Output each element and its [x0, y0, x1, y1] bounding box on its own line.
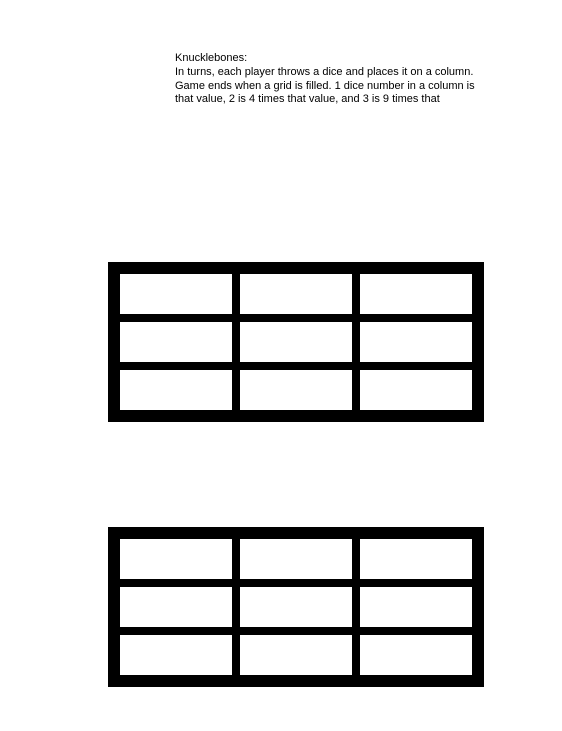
player1-grid[interactable] [108, 262, 484, 422]
rules-block: Knucklebones: In turns, each player thro… [175, 52, 475, 107]
player2-grid[interactable] [108, 527, 484, 687]
grid-cell[interactable] [236, 535, 356, 583]
grid-cell[interactable] [236, 270, 356, 318]
grid-row [116, 535, 476, 583]
grid-row [116, 270, 476, 318]
grid-cell[interactable] [116, 631, 236, 679]
grid-cell[interactable] [116, 318, 236, 366]
grid-cell[interactable] [356, 318, 476, 366]
rules-text: In turns, each player throws a dice and … [175, 66, 475, 107]
grid-cell[interactable] [356, 631, 476, 679]
grid-cell[interactable] [236, 631, 356, 679]
grid-cell[interactable] [116, 366, 236, 414]
rules-title: Knucklebones: [175, 52, 475, 66]
grid-row [116, 318, 476, 366]
grid-row [116, 366, 476, 414]
grid-cell[interactable] [116, 583, 236, 631]
grid-cell[interactable] [116, 535, 236, 583]
grid-row [116, 583, 476, 631]
grid-cell[interactable] [236, 318, 356, 366]
grid-cell[interactable] [356, 583, 476, 631]
grid-cell[interactable] [236, 583, 356, 631]
grid-cell[interactable] [236, 366, 356, 414]
grid-cell[interactable] [356, 366, 476, 414]
grid-row [116, 631, 476, 679]
grid-cell[interactable] [116, 270, 236, 318]
grid-cell[interactable] [356, 270, 476, 318]
grid-cell[interactable] [356, 535, 476, 583]
